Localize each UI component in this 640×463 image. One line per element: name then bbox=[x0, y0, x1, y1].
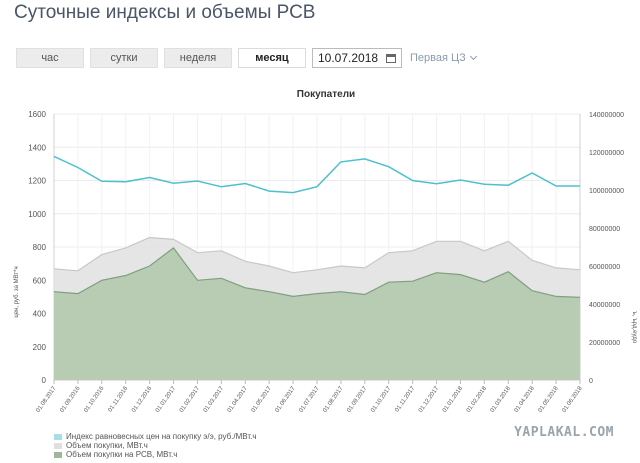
y-tick-label-right: 40000000 bbox=[589, 302, 620, 309]
x-tick-label: 01.07.2017 bbox=[298, 385, 321, 414]
x-tick-label: 01.05.2018 bbox=[538, 385, 561, 414]
x-tick-label: 01.10.2016 bbox=[83, 385, 106, 414]
x-tick-label: 01.05.2017 bbox=[251, 385, 274, 414]
chart-title: Покупатели bbox=[297, 89, 355, 100]
x-tick-label: 01.03.2017 bbox=[203, 385, 226, 414]
legend-label-price: Индекс равновесных цен на покупку э/э, р… bbox=[66, 432, 257, 441]
y-tick-label-right: 80000000 bbox=[589, 226, 620, 233]
period-controls: час сутки неделя месяц 10.07.2018 Первая… bbox=[16, 48, 477, 68]
x-tick-label: 01.08.2017 bbox=[322, 385, 345, 414]
y-tick-label-left: 0 bbox=[42, 376, 47, 385]
chevron-down-icon bbox=[469, 52, 477, 61]
y-axis-label-left: цен, руб. за МВт*ч bbox=[14, 266, 20, 317]
y-tick-label-right: 140000000 bbox=[589, 112, 624, 119]
y-tick-label-right: 20000000 bbox=[589, 340, 620, 347]
y-tick-label-left: 1200 bbox=[28, 177, 46, 186]
date-value: 10.07.2018 bbox=[318, 51, 379, 65]
x-tick-label: 01.09.2016 bbox=[59, 385, 82, 414]
legend-label-volume: Объем покупки, МВт.ч bbox=[66, 441, 148, 450]
x-tick-label: 01.04.2018 bbox=[514, 385, 537, 414]
x-tick-label: 01.08.2017 bbox=[35, 385, 58, 414]
x-tick-label: 01.02.2017 bbox=[179, 385, 202, 414]
y-tick-label-left: 1000 bbox=[28, 210, 46, 219]
x-tick-label: 01.11.2017 bbox=[394, 385, 416, 413]
series-line-price-index bbox=[53, 155, 580, 194]
y-axis-label-right: ъ, ърд.еудо bbox=[631, 311, 637, 344]
legend: Индекс равновесных цен на покупку э/э, р… bbox=[54, 432, 257, 459]
zone-label: Первая ЦЗ bbox=[410, 52, 466, 64]
x-tick-label: 01.01.2018 bbox=[442, 385, 465, 414]
series-line-rsv-volume bbox=[53, 247, 581, 298]
y-tick-label-right: 60000000 bbox=[589, 264, 620, 271]
legend-swatch-volume bbox=[54, 442, 62, 449]
x-tick-label: 01.01.2017 bbox=[155, 385, 178, 414]
x-tick-label: 01.09.2017 bbox=[346, 385, 369, 414]
y-tick-label-left: 1400 bbox=[28, 143, 46, 152]
x-tick-label: 01.02.2018 bbox=[466, 385, 489, 414]
x-tick-label: 01.04.2017 bbox=[227, 385, 250, 414]
period-button-hour[interactable]: час bbox=[16, 48, 84, 68]
legend-item-price-index[interactable]: Индекс равновесных цен на покупку э/э, р… bbox=[54, 432, 257, 441]
legend-item-volume[interactable]: Объем покупки, МВт.ч bbox=[54, 441, 257, 450]
y-tick-label-left: 600 bbox=[33, 276, 47, 285]
period-button-month[interactable]: месяц bbox=[238, 48, 306, 68]
period-button-week[interactable]: неделя bbox=[164, 48, 232, 68]
x-tick-label: 01.03.2018 bbox=[490, 385, 513, 414]
x-tick-label: 01.06.2017 bbox=[275, 385, 298, 414]
x-tick-label: 01.10.2017 bbox=[370, 385, 393, 414]
y-tick-label-left: 200 bbox=[33, 343, 47, 352]
y-tick-label-right: 120000000 bbox=[589, 150, 624, 157]
zone-select[interactable]: Первая ЦЗ bbox=[410, 52, 477, 64]
calendar-icon[interactable] bbox=[386, 53, 396, 63]
legend-swatch-rsv bbox=[54, 451, 62, 458]
y-tick-label-left: 1600 bbox=[28, 110, 46, 119]
x-tick-label: 01.12.2016 bbox=[131, 385, 154, 414]
legend-label-rsv: Объем покупки на РСВ, МВт.ч bbox=[66, 450, 178, 459]
x-tick-label: 01.11.2016 bbox=[107, 385, 129, 413]
series-area-rsv-volume bbox=[54, 247, 580, 380]
x-tick-label: 01.12.2017 bbox=[418, 385, 441, 414]
period-button-day[interactable]: сутки bbox=[90, 48, 158, 68]
watermark-logo: YAPLAKAL.COM bbox=[514, 425, 614, 440]
x-tick-label: 01.06.2018 bbox=[561, 385, 584, 414]
buyers-chart: Покупатели 0 200 400 600 800 1000 1200 1400 1600… bbox=[14, 89, 637, 414]
legend-item-rsv-volume[interactable]: Объем покупки на РСВ, МВт.ч bbox=[54, 450, 257, 459]
y-tick-label-right: 100000000 bbox=[589, 188, 624, 195]
date-input[interactable]: 10.07.2018 bbox=[312, 48, 402, 68]
y-tick-label-left: 400 bbox=[33, 310, 47, 319]
legend-swatch-price bbox=[54, 433, 62, 440]
y-tick-label-right: 0 bbox=[589, 378, 593, 385]
series-line-volume bbox=[53, 236, 581, 274]
page-title: Суточные индексы и объемы РСВ bbox=[14, 2, 316, 23]
y-tick-label-left: 800 bbox=[33, 243, 47, 252]
